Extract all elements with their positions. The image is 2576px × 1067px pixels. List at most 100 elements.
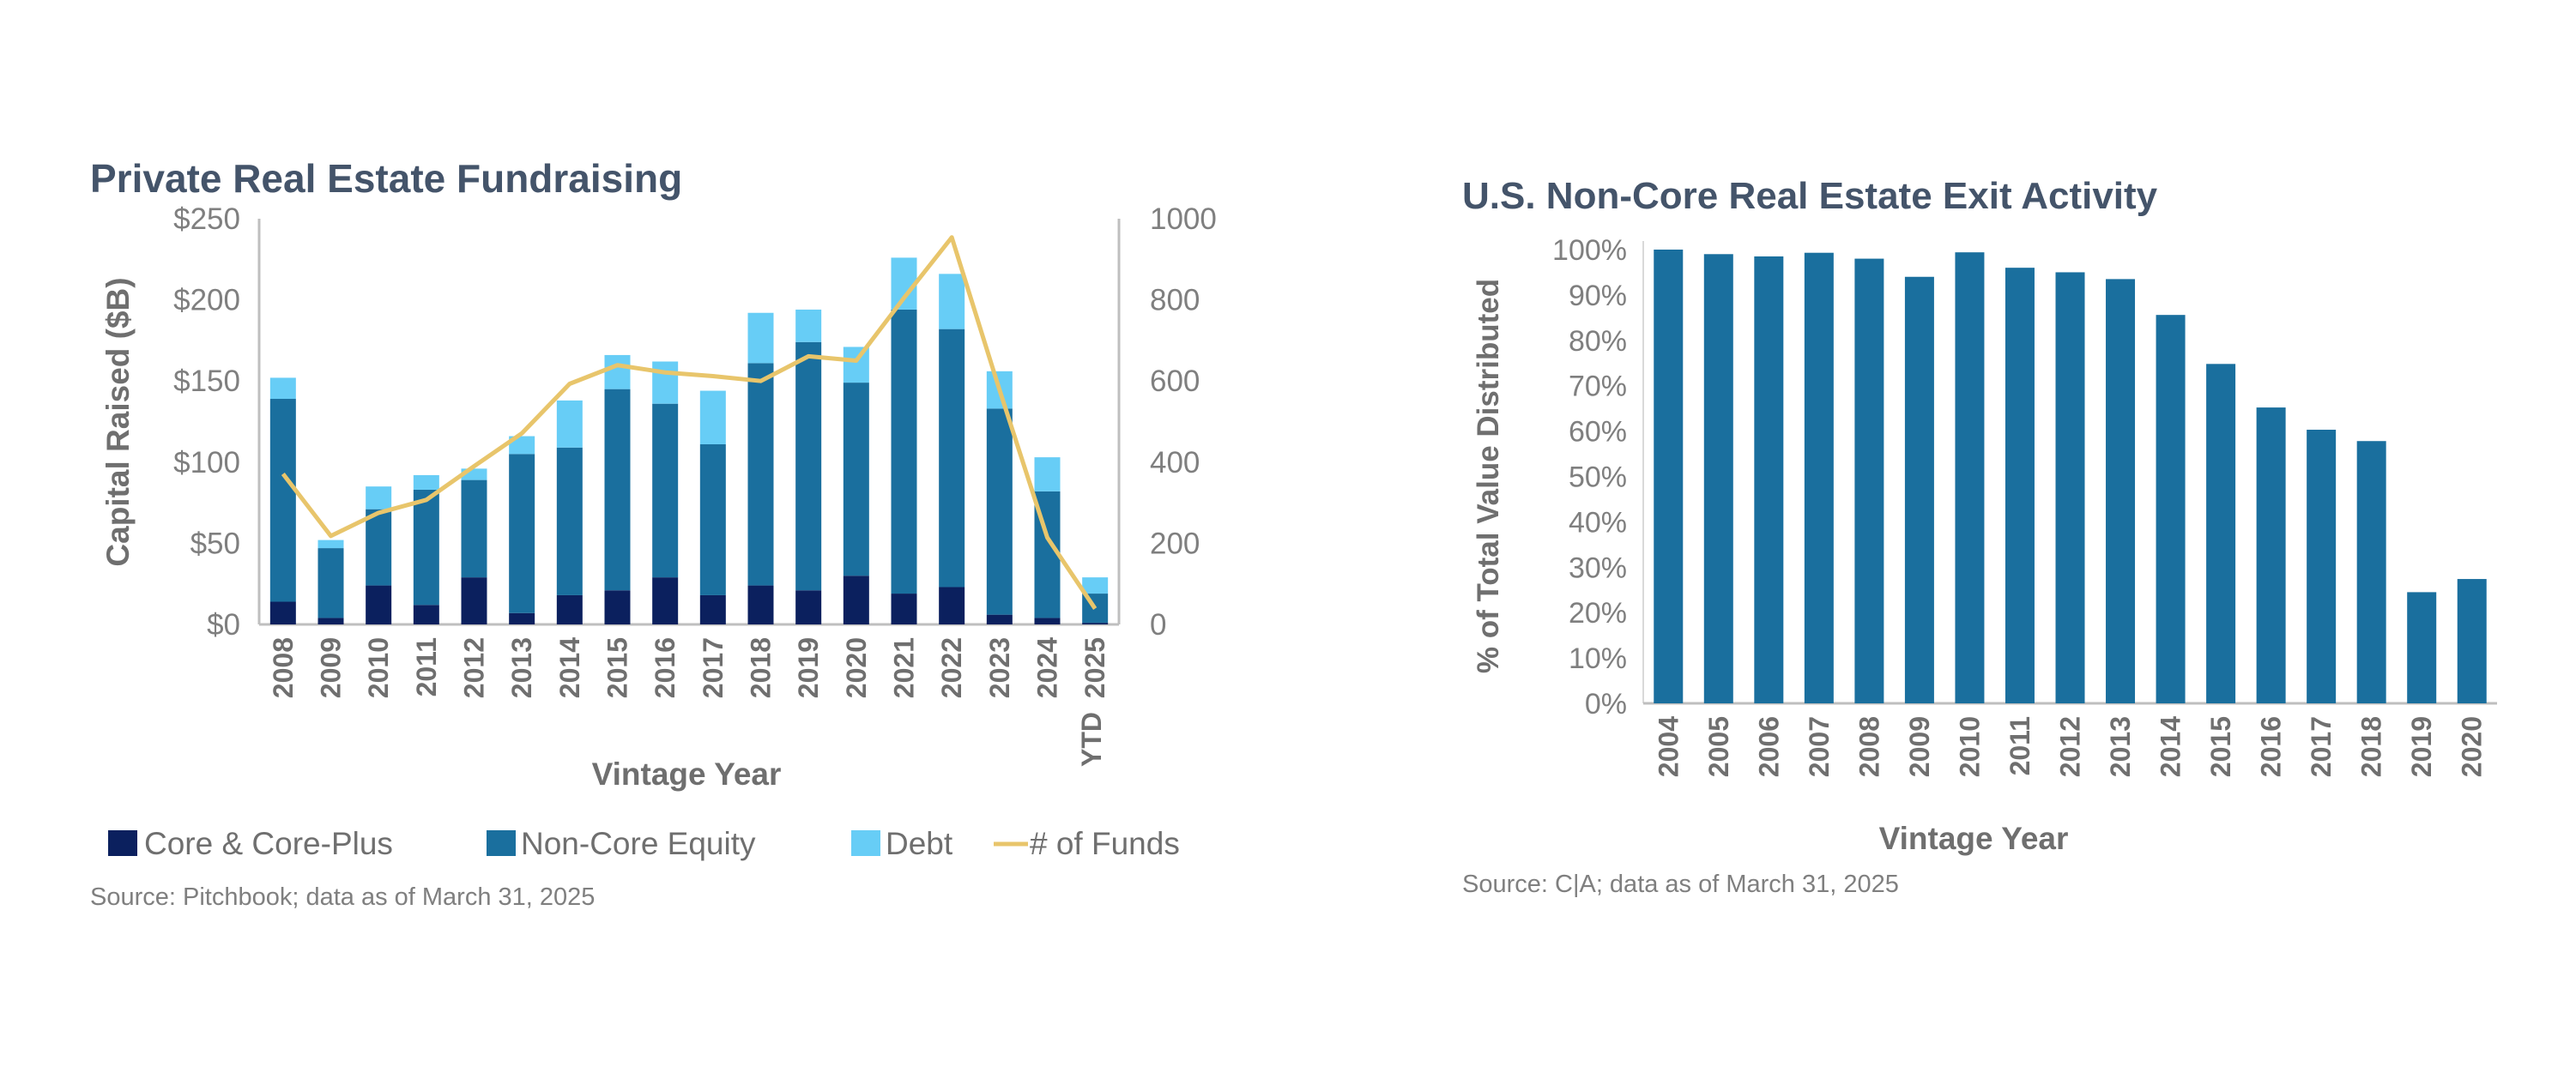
legend-swatch-noncore [487,830,516,856]
bar-debt-2018 [747,312,774,364]
y2-tick-label: 1000 [1150,202,1217,236]
bar-noncore-2015 [604,389,631,591]
exit-y-tick-label: 60% [1569,416,1627,449]
bar-debt-2015 [604,354,631,389]
fundraising-source: Source: Pitchbook; data as of March 31, … [90,883,595,911]
x-tick-label: 2020 [841,637,872,698]
bar-debt-2025 [1082,577,1109,594]
bar-noncore-2019 [795,341,822,591]
x-tick-label: 2008 [268,637,299,698]
exit-bar-2020 [2457,579,2487,703]
legend-label-core: Core & Core-Plus [144,826,393,861]
x-tick-label-suffix: YTD [1076,712,1107,767]
exit-x-tick-label: 2016 [2256,716,2287,777]
bar-noncore-2023 [986,408,1013,615]
exit-chart-title: U.S. Non-Core Real Estate Exit Activity [1462,175,2158,217]
bar-core-2011 [413,605,439,624]
x-tick-label: 2016 [650,637,680,698]
bar-core-2008 [269,601,296,624]
fundraising-chart: Private Real Estate Fundraising Capital … [90,156,1217,911]
exit-bar-2008 [1854,258,1884,704]
bar-debt-2010 [366,486,392,509]
exit-bar-2010 [1955,252,1985,703]
y2-tick-label: 600 [1150,365,1200,398]
bar-debt-2016 [652,361,679,404]
bar-noncore-2016 [652,403,679,578]
bar-noncore-2009 [317,548,344,618]
exit-x-axis-label: Vintage Year [1879,821,2069,856]
exit-x-tick-label: 2009 [1904,716,1935,777]
y-tick-label: $150 [173,365,240,398]
fundraising-legend: Core & Core-Plus Non-Core Equity Debt # … [108,826,1180,861]
x-tick-label: 2018 [746,637,777,698]
exit-bar-2017 [2307,430,2337,703]
exit-bar-2005 [1703,254,1733,703]
y-tick-label: $0 [207,608,240,642]
bar-noncore-2010 [366,509,392,586]
exit-y-tick-label: 40% [1569,506,1627,539]
bar-noncore-2013 [509,454,535,613]
bar-noncore-2020 [843,383,869,576]
fundraising-y-axis-label: Capital Raised ($B) [100,277,136,566]
bar-core-2020 [843,576,869,624]
exit-source: Source: C|A; data as of March 31, 2025 [1462,871,1899,898]
exit-bar-2016 [2256,407,2286,703]
exit-y-tick-label: 30% [1569,552,1627,584]
exit-bar-2019 [2407,592,2437,703]
exit-y-tick-label: 70% [1569,371,1627,403]
exit-bar-2015 [2206,364,2236,703]
bar-core-2016 [652,577,679,624]
exit-x-tick-label: 2012 [2055,716,2086,777]
legend-label-noncore: Non-Core Equity [521,826,756,861]
exit-y-axis-label: % of Total Value Distributed [1472,279,1505,673]
fundraising-chart-title: Private Real Estate Fundraising [90,156,682,201]
bar-core-2024 [1034,618,1061,624]
y-tick-label: $200 [173,284,240,317]
x-tick-label: 2019 [793,637,824,698]
x-tick-label: 2012 [459,637,490,698]
exit-x-tick-label: 2018 [2356,716,2387,777]
exit-y-tick-label: 20% [1569,597,1627,630]
bar-core-2012 [461,577,487,624]
y-tick-label: $250 [173,202,240,236]
legend-label-debt: Debt [886,826,953,861]
bar-core-2025 [1082,623,1109,624]
exit-bar-2013 [2106,279,2136,703]
bar-debt-2014 [556,400,583,448]
exit-x-tick-label: 2010 [1954,716,1985,777]
bar-debt-2013 [509,436,535,455]
y-tick-label: $100 [173,446,240,479]
exit-bar-2014 [2156,315,2186,703]
bar-noncore-2021 [891,309,917,594]
exit-y-tick-label: 100% [1552,234,1627,267]
bar-debt-2017 [699,390,726,444]
x-tick-label: 2014 [554,637,585,698]
x-tick-label: 2022 [936,637,967,698]
bar-debt-2009 [317,540,344,549]
y-tick-label: $50 [190,527,240,560]
bar-core-2014 [556,594,583,624]
bar-noncore-2008 [269,399,296,602]
exit-x-tick-label: 2008 [1853,716,1884,777]
legend-label-funds: # of Funds [1030,826,1180,861]
exit-x-tick-label: 2017 [2306,716,2337,777]
bar-noncore-2014 [556,447,583,595]
bar-core-2018 [747,585,774,624]
exit-y-tick-label: 90% [1569,280,1627,312]
legend-swatch-debt [851,830,880,856]
exit-y-tick-label: 0% [1585,688,1627,720]
bar-debt-2008 [269,377,296,400]
exit-bar-2006 [1754,256,1784,703]
x-tick-label: 2024 [1032,637,1063,698]
bar-core-2023 [986,614,1013,624]
exit-bar-2004 [1654,250,1684,703]
bar-core-2019 [795,590,822,624]
bar-core-2017 [699,594,726,624]
bar-core-2013 [509,612,535,624]
exit-x-tick-label: 2020 [2457,716,2488,777]
x-tick-label: 2015 [602,637,633,698]
exit-x-tick-label: 2011 [2005,716,2035,775]
bar-noncore-2022 [939,329,965,588]
bar-noncore-2017 [699,443,726,595]
